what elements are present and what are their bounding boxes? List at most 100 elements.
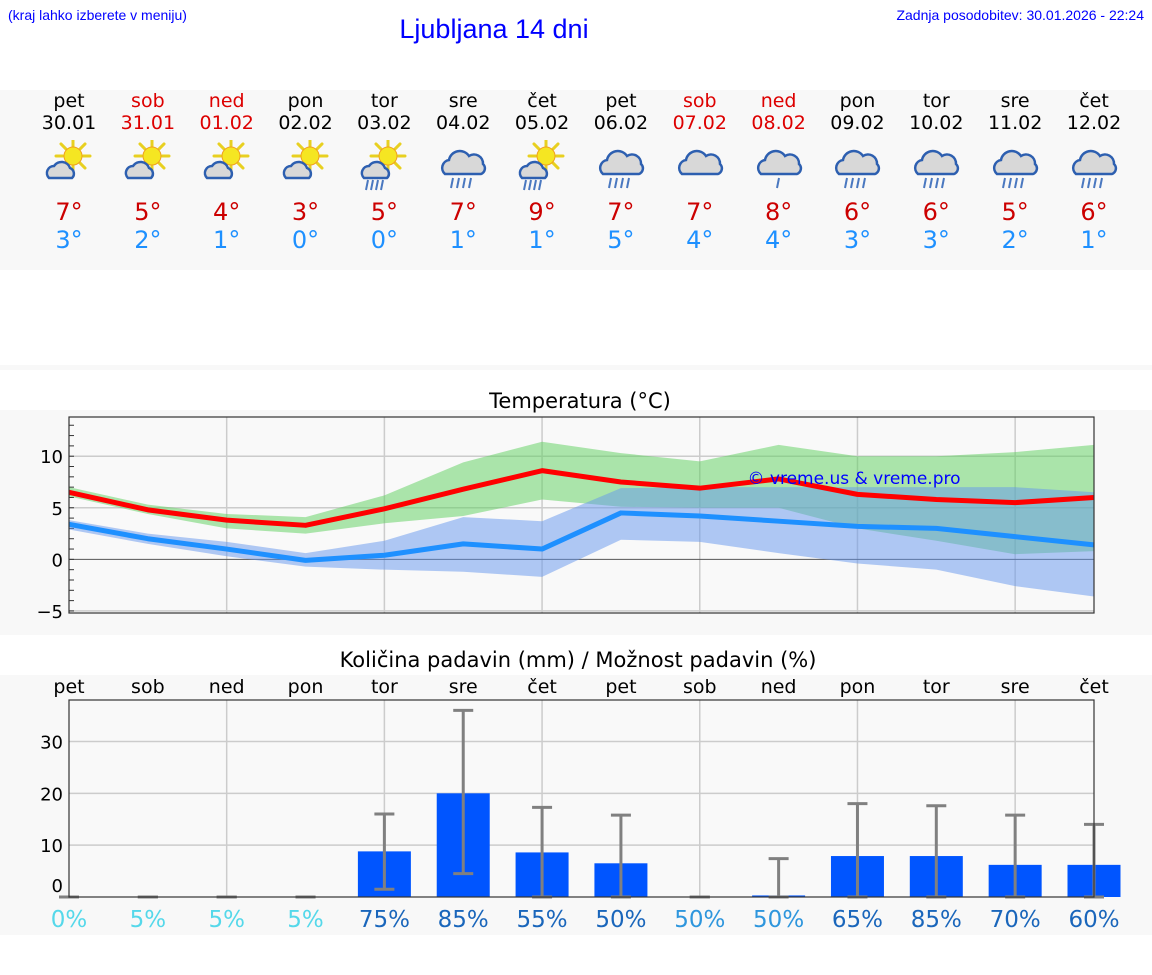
max-temp: 7° [686,198,714,226]
day-date: 08.02 [751,112,806,134]
cloudy-icon [660,140,740,190]
max-temp: 6° [1080,198,1108,226]
rain-icon [423,140,503,190]
precipitation-chart-title: Količina padavin (mm) / Možnost padavin … [340,648,817,672]
day-name: čet [527,90,557,112]
min-temp: 3° [55,226,83,254]
precip-probability: 5% [208,907,245,933]
y-tick-label: 20 [40,784,63,805]
min-temp: 3° [843,226,872,254]
max-temp: 6° [843,198,872,226]
day-date: 01.02 [199,112,254,134]
y-tick-label: 5 [52,499,63,520]
day-name: sob [682,90,717,112]
day-name: tor [922,90,950,112]
day-name: pet [53,90,85,112]
precip-probability: 5% [130,907,167,933]
day-column: tor 03.02 5° 0° [344,90,424,270]
day-name: sre [1000,90,1030,112]
day-column: čet 12.02 6° 1° [1054,90,1134,270]
partly-sunny-rain-icon [502,137,582,191]
partly-sunny-icon [266,137,346,190]
partly-sunny-rain-icon [344,137,424,191]
partly-sunny-icon [187,137,267,190]
precip-day-label: sre [1001,676,1030,698]
day-column: sob 31.01 5° 2° [108,90,188,270]
max-temp: 7° [607,198,635,226]
precip-day-label: čet [1079,676,1109,698]
day-date: 09.02 [830,112,885,134]
precip-probability: 85% [911,907,962,933]
precip-day-label: pet [53,676,84,698]
day-name: pet [605,90,637,112]
rain-icon [817,140,897,190]
rain-icon [896,140,976,190]
light-rain-icon [739,140,819,190]
min-range-band [69,487,1094,597]
temperature-chart-title: Temperatura (°C) [488,389,671,413]
precip-probability: 75% [359,907,410,933]
precip-probability: 50% [753,907,804,933]
rain-icon [1054,140,1134,190]
day-date: 02.02 [278,112,333,134]
min-temp: 0° [370,226,399,254]
day-date: 07.02 [672,112,727,134]
location-menu-hint[interactable]: (kraj lahko izberete v meniju) [8,7,187,23]
precip-probability: 0% [51,907,88,933]
y-tick-label: −5 [36,602,63,623]
day-date: 30.01 [41,112,97,134]
y-tick-label: 0 [52,876,63,897]
day-name: pon [839,90,876,112]
precip-probability: 70% [990,907,1041,933]
max-temp: 5° [370,198,399,226]
min-temp: 5° [607,226,635,254]
day-name: sre [448,90,478,112]
day-name: ned [760,90,797,112]
max-temp: 6° [922,198,950,226]
precip-day-label: sob [131,676,165,698]
precip-day-label: pon [840,676,876,698]
divider [0,365,1152,370]
min-temp: 2° [134,226,162,254]
max-range-band [69,441,1094,555]
precip-probability: 55% [517,907,568,933]
max-temp: 7° [449,198,477,226]
page-title: Ljubljana 14 dni [399,14,589,44]
min-temp: 4° [686,226,714,254]
day-date: 05.02 [514,112,570,134]
max-temp: 8° [764,198,793,226]
last-updated: Zadnja posodobitev: 30.01.2026 - 22:24 [896,7,1144,23]
day-column: pet 06.02 7° 5° [581,90,661,270]
day-name: ned [208,90,245,112]
day-column: pet 30.01 7° 3° [29,90,109,270]
precip-probability: 5% [287,907,324,933]
max-temp: 5° [1001,198,1029,226]
precip-day-label: čet [527,676,557,698]
min-temp: 1° [449,226,477,254]
precip-probability: 65% [832,907,883,933]
y-tick-label: 0 [52,550,63,571]
day-column: sob 07.02 7° 4° [660,90,740,270]
day-name: sob [131,90,165,112]
max-temperature-line [68,468,1095,528]
day-name: tor [370,90,398,112]
max-temp: 5° [134,198,162,226]
day-column: pon 02.02 3° 0° [266,90,346,270]
daily-forecast-panel: pet 30.01 7° 3° sob 31.01 5° 2° ned 01.0… [0,90,1152,270]
precip-probability: 50% [674,907,725,933]
day-name: čet [1079,90,1109,112]
day-name: pon [287,90,324,112]
precip-day-label: sre [449,676,478,698]
max-temp: 7° [55,198,83,226]
precip-day-label: ned [761,676,797,698]
min-temp: 2° [1001,226,1029,254]
day-column: čet 05.02 9° 1° [502,90,582,270]
precip-probability: 50% [595,907,646,933]
day-date: 11.02 [987,112,1043,134]
y-tick-label: 30 [40,732,63,753]
precip-day-label: tor [371,676,398,698]
min-temp: 4° [764,226,793,254]
min-temp: 1° [1080,226,1108,254]
day-date: 31.01 [120,112,176,134]
day-date: 10.02 [909,112,964,134]
